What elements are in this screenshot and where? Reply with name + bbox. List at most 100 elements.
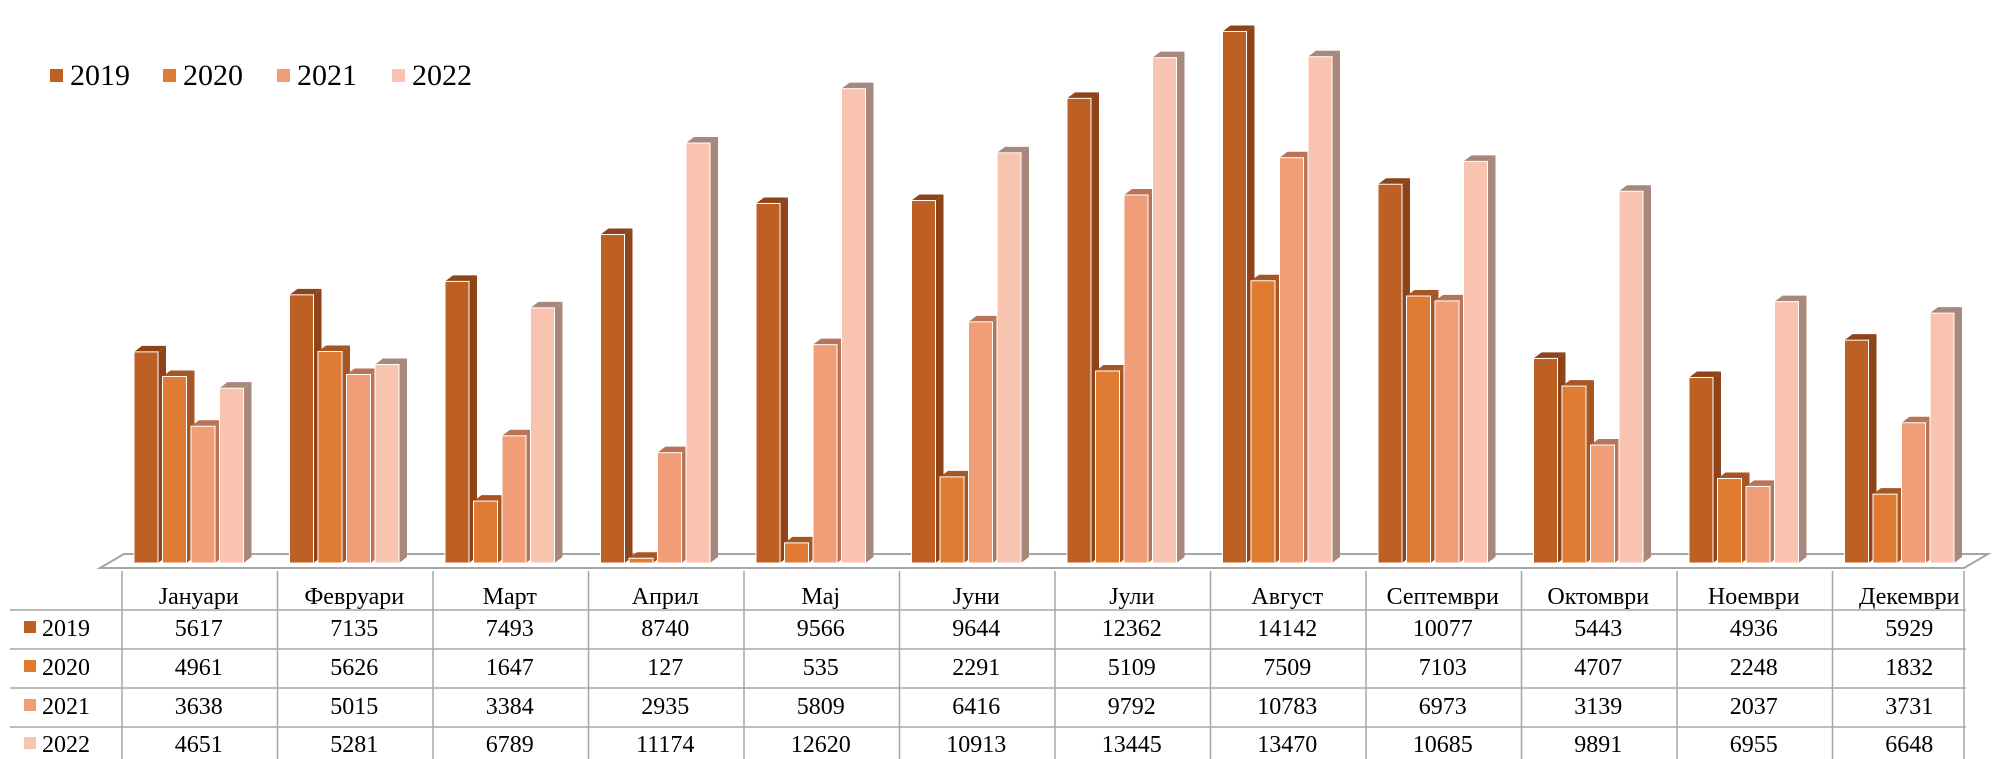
data-label: 4936 <box>1730 616 1778 642</box>
bar-front <box>1688 376 1714 564</box>
data-label: 10783 <box>1257 694 1317 720</box>
bar-front <box>473 500 498 564</box>
bar-2022-8 <box>1307 50 1340 564</box>
bar-top <box>1590 439 1623 446</box>
bar-front <box>1872 493 1898 564</box>
bar-front <box>784 542 809 564</box>
data-label: 5015 <box>330 694 378 720</box>
bar-2020-5 <box>784 536 817 564</box>
bar-top <box>997 146 1029 153</box>
row-label: 2019 <box>42 616 90 642</box>
bar-2021-4 <box>657 446 690 564</box>
bar-front <box>1901 422 1926 564</box>
bar-top <box>600 228 633 235</box>
bar-side <box>1798 295 1807 563</box>
bar-side <box>710 137 718 563</box>
table-row-2019: 2019 5617 7135 7493 8740 9566 9644 12362 14142 10… <box>24 616 1933 642</box>
bar-2021-8 <box>1279 151 1312 564</box>
data-label: 1832 <box>1885 655 1933 681</box>
bar-2022-2 <box>374 358 407 564</box>
bar-front <box>133 351 159 564</box>
bar-front <box>1844 339 1869 564</box>
bar-2021-1 <box>190 420 223 564</box>
bar-top <box>1619 185 1651 192</box>
data-label: 7493 <box>486 616 534 642</box>
data-label: 4707 <box>1574 655 1622 681</box>
bar-side <box>1643 185 1651 563</box>
bar-top <box>1406 290 1439 297</box>
bar-side <box>1332 50 1340 563</box>
bar-front <box>1222 30 1247 564</box>
bar-2022-4 <box>685 137 718 564</box>
bar-top <box>134 345 166 352</box>
bar-front <box>1095 370 1120 564</box>
bar-2021-9 <box>1434 294 1467 564</box>
x-tick-label: Мај <box>801 584 840 610</box>
bar-2021-12 <box>1901 416 1934 564</box>
bar-top <box>530 301 563 308</box>
bar-2022-3 <box>530 301 563 564</box>
bar-top <box>784 536 817 543</box>
table-row-2022: 2022 4651 5281 6789 11174 12620 10913 13445 1347… <box>24 732 1933 758</box>
bar-front <box>657 452 682 564</box>
bar-front <box>1434 300 1460 564</box>
bar-2021-6 <box>968 315 1001 564</box>
bar-top <box>1308 50 1340 57</box>
bar-top <box>1844 334 1877 341</box>
bar-side <box>554 301 563 563</box>
data-label: 10913 <box>946 732 1006 758</box>
legend-item-2020: 2020 <box>163 59 243 92</box>
data-label: 5281 <box>330 732 378 758</box>
chart-bars <box>133 25 1962 564</box>
bar-side <box>624 228 633 563</box>
bar-side <box>1176 51 1185 564</box>
bar-2019-5 <box>755 197 788 564</box>
bar-front <box>1406 295 1431 564</box>
bar-top <box>375 358 407 365</box>
bar-side <box>399 358 407 563</box>
bar-top <box>1095 364 1128 371</box>
bar-2020-3 <box>473 495 506 564</box>
bar-front <box>1279 157 1304 564</box>
row-swatch <box>24 660 36 672</box>
bar-front <box>755 202 781 564</box>
bar-top <box>940 470 972 477</box>
bar-top <box>445 275 477 282</box>
data-label: 2291 <box>952 655 1000 681</box>
data-label: 5809 <box>797 694 845 720</box>
row-swatch <box>24 621 36 633</box>
row-label: 2021 <box>42 694 90 720</box>
data-label: 7135 <box>330 616 378 642</box>
legend-swatch <box>392 69 405 82</box>
bar-top <box>911 194 944 201</box>
data-label: 13445 <box>1102 732 1162 758</box>
data-label: 2248 <box>1730 655 1778 681</box>
bar-front <box>1463 160 1488 564</box>
bar-top <box>968 315 1001 322</box>
bar-top <box>162 370 195 377</box>
bar-2019-12 <box>1844 334 1877 564</box>
bar-side <box>1954 307 1962 563</box>
bar-front <box>968 321 993 564</box>
data-label: 3638 <box>175 694 223 720</box>
legend-item-2019: 2019 <box>50 59 130 92</box>
bar-2019-11 <box>1688 371 1721 564</box>
bar-2019-10 <box>1533 352 1566 564</box>
data-label: 2037 <box>1730 694 1778 720</box>
bar-side <box>780 197 788 563</box>
bar-top <box>1378 178 1410 185</box>
bar-top <box>289 288 322 295</box>
data-label: 7103 <box>1419 655 1467 681</box>
bar-front <box>374 364 400 564</box>
bar-top <box>657 446 690 453</box>
bar-front <box>444 280 470 564</box>
bar-2019-6 <box>911 194 944 564</box>
data-label: 6648 <box>1885 732 1933 758</box>
legend-swatch <box>163 69 176 82</box>
bar-side <box>469 275 477 563</box>
bar-front <box>219 387 244 564</box>
bar-side <box>935 194 944 563</box>
data-label: 6416 <box>952 694 1000 720</box>
data-table: Јануари Февруари Март Април Мај Јуни Јули Авгус… <box>10 571 1966 759</box>
legend-label: 2019 <box>70 59 130 92</box>
